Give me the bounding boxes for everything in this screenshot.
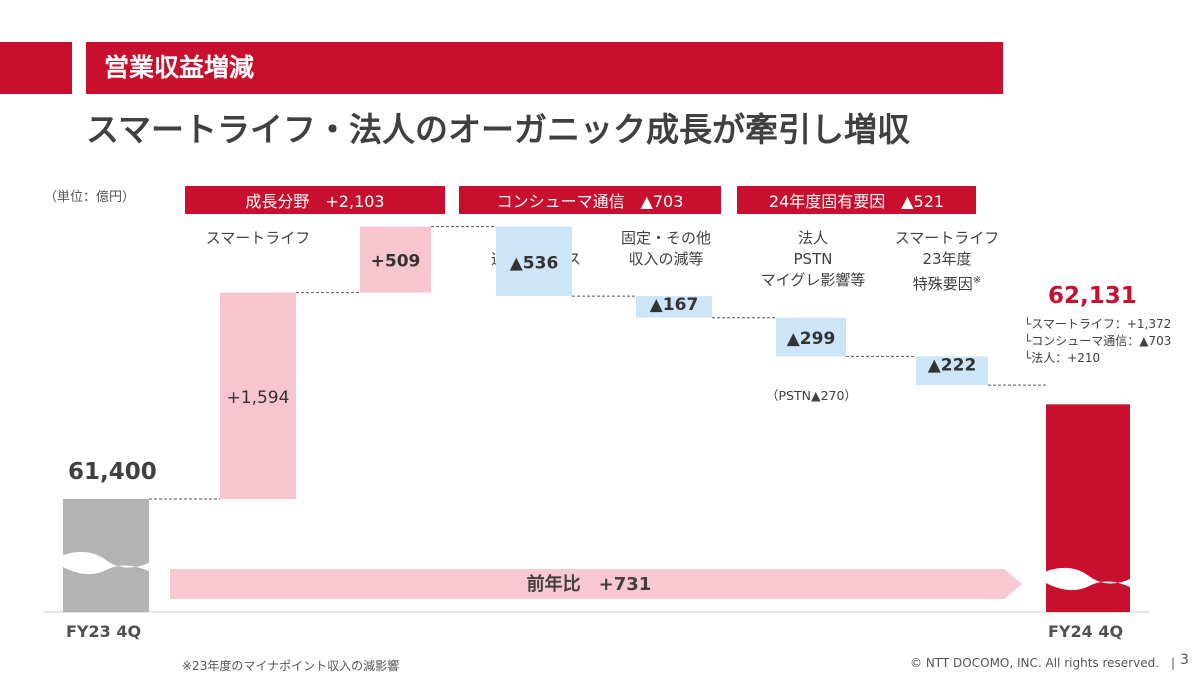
copyright: © NTT DOCOMO, INC. All rights reserved. …	[910, 656, 1176, 670]
footnote-mark: ※	[972, 275, 982, 286]
step-value-label: ▲299	[787, 329, 836, 349]
header-band	[86, 42, 1003, 94]
slide-subtitle: スマートライフ・法人のオーガニック成長が牽引し増収	[86, 110, 911, 149]
column-label-pstn: 法人 PSTN マイグレ影響等	[760, 229, 866, 289]
pstn-note: （PSTN▲270）	[766, 388, 857, 403]
step-value-label: ▲536	[510, 253, 559, 273]
header-band-accent	[0, 42, 72, 94]
axis-break-start	[61, 551, 151, 575]
breakdown-line: └スマートライフ：+1,372	[1024, 317, 1172, 331]
step-value-label: +509	[371, 252, 421, 272]
axis-break-end	[1044, 567, 1132, 591]
decrease-bar	[776, 317, 846, 357]
section-title: 営業収益増減	[104, 53, 255, 82]
category-consumer: コンシューマ通信 ▲703	[459, 186, 721, 214]
yoy-label: 前年比 +731	[527, 573, 652, 595]
footnote: ※23年度のマイナポイント収入の減影響	[182, 659, 400, 673]
decrease-bar	[916, 356, 988, 386]
step-value-label: ▲167	[650, 295, 699, 315]
end-axis-label: FY24 4Q	[1048, 622, 1124, 641]
page-number: 3	[1180, 652, 1189, 668]
category-growth: 成長分野 +2,103	[185, 186, 445, 214]
unit-label: （単位：億円）	[44, 190, 136, 205]
decrease-bar	[636, 296, 712, 318]
increase-bar	[360, 226, 431, 293]
column-label-text: スマートライフ 23年度 特殊要因	[894, 229, 1000, 293]
yoy-arrow	[170, 569, 1022, 599]
step-value-label: ▲222	[928, 355, 977, 375]
column-label-fixed: 固定・その他 収入の減等	[620, 229, 711, 268]
category-fy24-specific: 24年度固有要因 ▲521	[737, 186, 976, 214]
start-axis-label: FY23 4Q	[66, 622, 142, 641]
breakdown-line: └コンシューマ通信：▲703	[1024, 334, 1172, 348]
column-label-smartlife-special: スマートライフ 23年度 特殊要因※	[872, 228, 1022, 295]
increase-bar	[220, 292, 296, 499]
column-label-smartlife: スマートライフ	[205, 229, 311, 247]
decrease-bar	[496, 226, 572, 297]
step-value-label: +1,594	[227, 388, 290, 408]
end-breakdown: └スマートライフ：+1,372 └コンシューマ通信：▲703 └法人：+210	[1024, 316, 1171, 367]
start-value: 61,400	[68, 459, 157, 485]
end-value: 62,131	[1048, 283, 1137, 309]
breakdown-line: └法人：+210	[1024, 351, 1101, 365]
